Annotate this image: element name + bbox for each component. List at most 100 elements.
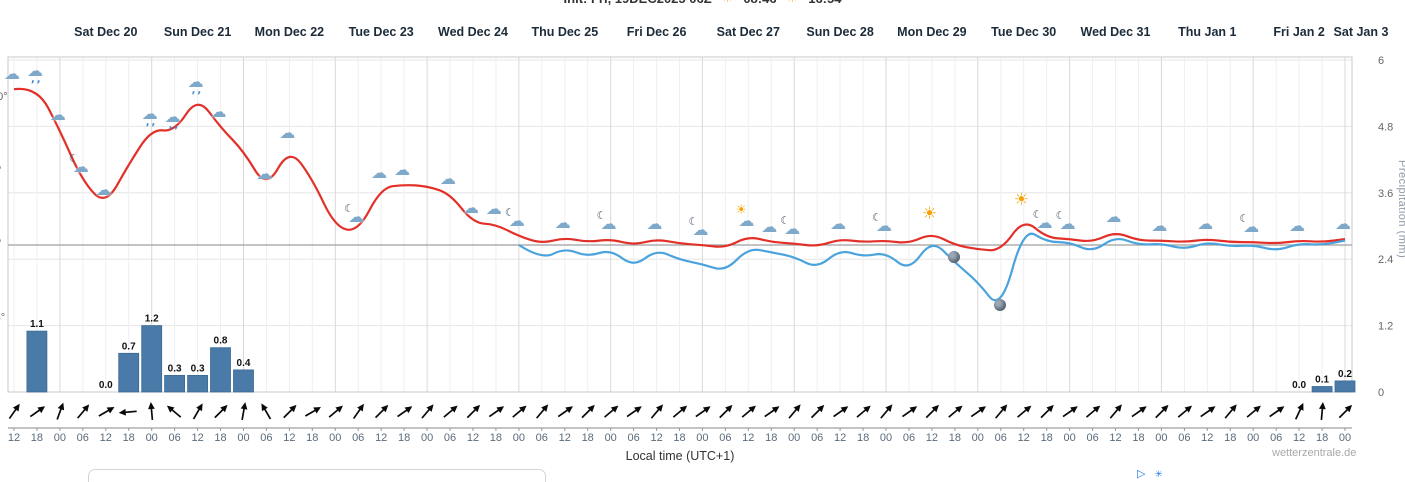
x-tick-label: 00 (696, 432, 708, 444)
x-tick-label: 00 (1155, 432, 1167, 444)
precip-value-label: 0.7 (122, 341, 136, 352)
x-tick-label: 06 (995, 432, 1007, 444)
wind-arrow (304, 407, 321, 417)
day-label: Sat Dec 27 (717, 25, 780, 39)
wind-arrow (166, 405, 182, 418)
x-tick-label: 00 (1247, 432, 1259, 444)
x-tick-label: 06 (77, 432, 89, 444)
day-label: Mon Dec 29 (897, 25, 967, 39)
plot-border (7, 56, 1353, 393)
wind-arrow (1294, 402, 1304, 420)
precip-bar (233, 369, 254, 393)
precip-value-label: 0.8 (214, 336, 228, 347)
wind-arrow (1040, 404, 1054, 419)
right-axis-tick-label: 1.2 (1378, 321, 1393, 333)
precip-bar (118, 352, 140, 393)
wind-arrow (56, 402, 65, 420)
wind-arrow (581, 404, 595, 419)
x-tick-label: 18 (306, 432, 318, 444)
x-tick-label: 18 (490, 432, 502, 444)
wind-arrow (397, 406, 413, 418)
wind-arrow (650, 404, 664, 419)
x-tick-label: 06 (1178, 432, 1190, 444)
x-tick-labels: 12 18 00 06 12 18 00 06 12 18 00 06 12 18 00 06 12 18 00 06… (8, 428, 1351, 444)
left-axis-tick-label: 10° (0, 91, 8, 103)
wind-arrow (741, 405, 756, 418)
x-tick-label: 00 (788, 432, 800, 444)
precip-bars: 1.1 0.0 0.7 1.2 0.3 0.3 0.8 0.4 0.0 0.1 0.2 (26, 314, 1356, 393)
wind-arrow (466, 404, 481, 419)
wind-arrow (1200, 406, 1216, 418)
day-label: Sun Dec 21 (164, 25, 231, 39)
x-tick-label: 06 (903, 432, 915, 444)
right-axis-tick-label: 3.6 (1378, 188, 1393, 200)
wind-arrow (1109, 404, 1122, 419)
wind-arrow (328, 405, 343, 418)
day-label: Mon Dec 22 (255, 25, 325, 39)
precip-bar (210, 347, 231, 393)
chart-header: Init: Fri, 19DEC2025 06Z ☀ 08:46 ☀ 16:54 (0, 0, 1405, 6)
adchoices-icon[interactable]: ▷ (1137, 468, 1146, 480)
precip-value-label: 0.3 (191, 363, 205, 374)
wind-arrow (8, 403, 20, 420)
right-axis-ticks: 0 1.2 2.4 3.6 4.8 6 (1378, 55, 1393, 399)
day-label: Wed Dec 24 (438, 25, 508, 39)
day-label: Tue Dec 23 (349, 25, 414, 39)
wind-arrow (98, 407, 115, 417)
x-tick-label: 12 (926, 432, 938, 444)
wind-arrow (214, 404, 228, 419)
vertical-gridlines (13, 57, 1346, 392)
x-tick-label: 06 (719, 432, 731, 444)
wind-arrow (970, 406, 986, 418)
precip-value-label: 0.1 (1315, 375, 1329, 386)
day-label: Sat Dec 20 (74, 25, 137, 39)
precip-bar (164, 374, 186, 393)
day-label: Tue Dec 30 (991, 25, 1056, 39)
x-tick-label: 18 (1316, 432, 1328, 444)
temperature-line-red (13, 87, 1346, 252)
x-tick-label: 12 (559, 432, 571, 444)
wind-arrow (1062, 406, 1078, 418)
x-tick-label: 00 (605, 432, 617, 444)
right-axis-tick-label: 4.8 (1378, 121, 1393, 133)
wind-arrow (1269, 406, 1285, 418)
wind-arrow (148, 402, 155, 421)
x-axis-title: Local time (UTC+1) (625, 449, 735, 463)
x-tick-label: 18 (673, 432, 685, 444)
wind-arrow (604, 405, 619, 418)
x-tick-label: 12 (100, 432, 112, 444)
wind-arrow (1318, 402, 1326, 421)
wind-arrow (1177, 405, 1193, 418)
x-tick-label: 12 (742, 432, 754, 444)
x-tick-label: 00 (329, 432, 341, 444)
right-axis-title: Precipitation (mm) (1396, 160, 1405, 259)
x-tick-label: 00 (880, 432, 892, 444)
x-tick-label: 00 (513, 432, 525, 444)
x-tick-label: 18 (857, 432, 869, 444)
wind-arrow (672, 405, 688, 418)
x-tick-label: 12 (375, 432, 387, 444)
x-tick-label: 18 (31, 432, 43, 444)
wind-arrow (1017, 405, 1032, 418)
wind-arrow (995, 404, 1008, 419)
wind-arrow (764, 406, 780, 418)
left-axis-tick-label: 5° (0, 165, 2, 177)
wind-arrow (536, 404, 549, 419)
ad-banner[interactable] (88, 469, 546, 482)
sunrise-icon: ☀ (722, 0, 734, 6)
x-tick-label: 00 (1063, 432, 1075, 444)
day-label: Wed Dec 31 (1081, 25, 1151, 39)
x-tick-label: 00 (1339, 432, 1351, 444)
wind-arrow (788, 404, 801, 419)
precip-value-label: 1.2 (145, 314, 159, 325)
day-label: Thu Dec 25 (531, 25, 598, 39)
x-tick-label: 12 (283, 432, 295, 444)
x-tick-label: 12 (191, 432, 203, 444)
x-tick-label: 18 (1224, 432, 1236, 444)
x-tick-label: 06 (1270, 432, 1282, 444)
ad-info-icon[interactable]: ✳ (1155, 470, 1163, 480)
x-tick-label: 06 (260, 432, 272, 444)
x-tick-label: 12 (1293, 432, 1305, 444)
